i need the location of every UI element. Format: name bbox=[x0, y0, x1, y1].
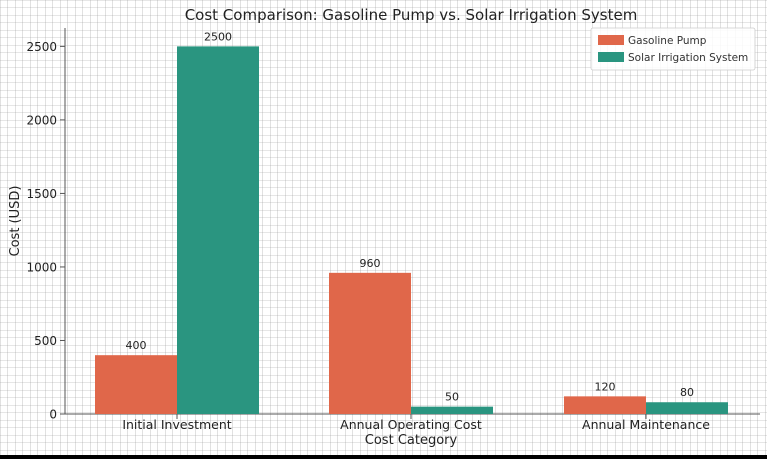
x-tick-label: Annual Operating Cost bbox=[340, 417, 482, 432]
bar-gasoline-2 bbox=[564, 396, 646, 414]
bar-value-label: 2500 bbox=[204, 30, 232, 43]
bar-value-label: 960 bbox=[360, 257, 381, 270]
chart-title: Cost Comparison: Gasoline Pump vs. Solar… bbox=[185, 6, 638, 24]
bar-value-label: 50 bbox=[445, 391, 459, 404]
bar-value-labels-group: 400 2500 960 50 120 80 bbox=[126, 30, 695, 403]
y-ticks-group: 0 500 1000 1500 2000 2500 bbox=[26, 40, 65, 422]
x-tick-label: Annual Maintenance bbox=[582, 417, 710, 432]
y-tick-label: 500 bbox=[34, 334, 57, 348]
y-tick-label: 1000 bbox=[26, 260, 57, 274]
bar-value-label: 400 bbox=[126, 339, 147, 352]
bar-solar-2 bbox=[646, 402, 728, 414]
y-tick-label: 2500 bbox=[26, 40, 57, 54]
bars-group bbox=[95, 46, 728, 414]
y-tick-label: 0 bbox=[49, 408, 57, 422]
y-tick-label: 1500 bbox=[26, 187, 57, 201]
bar-solar-0 bbox=[177, 46, 259, 414]
legend-swatch-gasoline bbox=[598, 35, 624, 45]
legend-box bbox=[590, 27, 756, 71]
bottom-border bbox=[0, 455, 767, 459]
x-ticks-group: Initial Investment Annual Operating Cost A… bbox=[122, 414, 710, 432]
y-axis-label: Cost (USD) bbox=[8, 186, 23, 257]
legend-swatch-solar bbox=[598, 52, 624, 62]
bar-value-label: 120 bbox=[595, 380, 616, 393]
x-tick-label: Initial Investment bbox=[122, 417, 231, 432]
y-tick-label: 2000 bbox=[26, 113, 57, 127]
legend-label-gasoline: Gasoline Pump bbox=[628, 35, 707, 47]
bar-value-label: 80 bbox=[680, 386, 694, 399]
bar-gasoline-1 bbox=[329, 272, 411, 414]
x-axis-label: Cost Category bbox=[365, 433, 458, 448]
legend-label-solar: Solar Irrigation System bbox=[628, 52, 748, 64]
bar-solar-1 bbox=[411, 406, 493, 414]
bar-gasoline-0 bbox=[95, 355, 177, 414]
legend: Gasoline Pump Solar Irrigation System bbox=[590, 27, 756, 71]
